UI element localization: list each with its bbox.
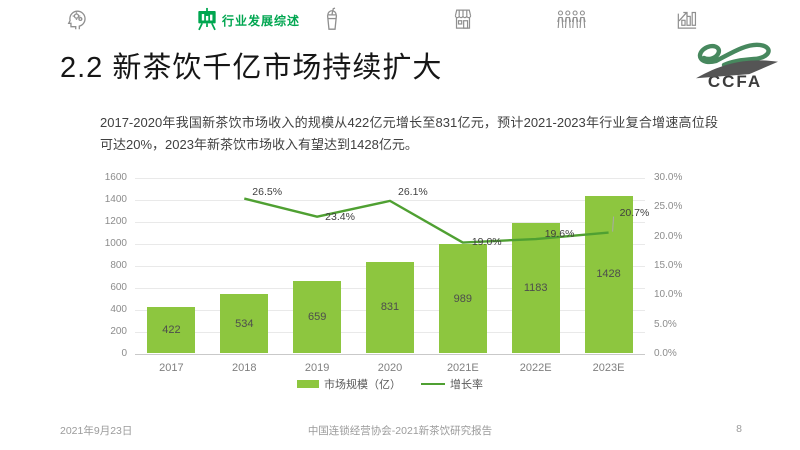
left-axis-tick: 1600 xyxy=(104,172,127,183)
nav-item-consumers[interactable] xyxy=(556,6,586,32)
footer-page-number: 8 xyxy=(736,423,742,435)
people-group-icon xyxy=(556,10,586,36)
storefront-icon xyxy=(450,9,476,36)
bar-2023E[interactable] xyxy=(584,195,633,353)
left-axis-tick: 600 xyxy=(110,282,127,293)
gridline xyxy=(135,222,645,223)
nav-item-industry-overview[interactable] xyxy=(194,6,220,32)
growth-chart-icon xyxy=(674,11,700,36)
right-axis-tick: 30.0% xyxy=(654,172,683,183)
x-axis-label: 2022E xyxy=(519,362,552,374)
right-axis-tick: 15.0% xyxy=(654,260,683,271)
bar-2020[interactable] xyxy=(366,261,414,353)
legend-item-growth-rate: 增长率 xyxy=(421,376,483,392)
growth-rate-label: 26.5% xyxy=(252,185,283,198)
nav-item-industry-overview-label[interactable]: 行业发展综述 xyxy=(222,14,301,28)
ccfa-logo-text: CCFA xyxy=(694,60,778,91)
legend-label: 增长率 xyxy=(450,379,483,391)
gridline xyxy=(135,244,645,245)
legend-bar-swatch xyxy=(297,380,319,388)
x-axis-label: 2018 xyxy=(232,362,257,374)
navbar: 行业发展综述 xyxy=(0,0,800,38)
bar-2017[interactable] xyxy=(147,306,196,353)
page-title: 2.2 新茶饮千亿市场持续扩大 xyxy=(60,52,443,84)
left-axis-tick: 200 xyxy=(110,326,127,337)
chart-legend: 市场规模（亿） 增长率 xyxy=(135,376,645,392)
growth-rate-label: 26.1% xyxy=(398,185,428,198)
right-axis-tick: 20.0% xyxy=(654,230,683,242)
drink-cup-icon xyxy=(319,7,345,36)
growth-rate-line xyxy=(243,197,615,244)
x-axis-label: 2020 xyxy=(377,362,403,374)
x-axis-label: 2023E xyxy=(592,362,625,374)
bar-value-label: 989 xyxy=(453,292,473,305)
legend-line-swatch xyxy=(421,382,445,386)
bar-value-label: 1428 xyxy=(596,268,621,281)
nav-item-mind[interactable] xyxy=(65,6,91,32)
right-axis-tick: 0.0% xyxy=(654,348,677,359)
logo-swoosh-icon xyxy=(696,60,778,79)
market-size-chart: 1600 1400 1200 1000 800 600 400 200 0 30.0% 25.0% 2… xyxy=(105,172,683,391)
footer: 2021年9月23日 中国连锁经营协会-2021新茶饮研究报告 8 xyxy=(0,423,800,443)
left-axis-tick: 1200 xyxy=(104,216,127,227)
nav-item-store[interactable] xyxy=(450,6,476,32)
bar-value-label: 534 xyxy=(235,317,254,330)
left-axis-tick: 1400 xyxy=(104,194,127,205)
ccfa-ribbon-icon xyxy=(694,33,776,73)
right-axis-tick: 5.0% xyxy=(654,318,677,330)
footer-source: 中国连锁经营协会-2021新茶饮研究报告 xyxy=(307,425,493,437)
bar-2018[interactable] xyxy=(220,294,269,353)
right-axis-tick: 25.0% xyxy=(654,201,683,213)
left-axis-tick: 1000 xyxy=(104,238,127,249)
legend-item-market-size: 市场规模（亿） xyxy=(297,376,401,392)
left-axis-tick: 400 xyxy=(110,304,127,315)
growth-rate-label: 20.7% xyxy=(619,206,650,219)
gridline xyxy=(135,178,645,179)
mind-gears-icon xyxy=(65,10,91,36)
bar-value-label: 422 xyxy=(162,323,181,336)
bar-2019[interactable] xyxy=(293,280,342,353)
legend-label: 市场规模（亿） xyxy=(324,379,401,391)
growth-rate-label: 19.0% xyxy=(471,235,502,248)
bar-2021E[interactable] xyxy=(438,244,487,353)
nav-item-drink[interactable] xyxy=(319,6,345,32)
x-axis-label: 2017 xyxy=(159,362,184,374)
left-axis-tick: 800 xyxy=(110,260,127,271)
right-axis-tick: 10.0% xyxy=(654,289,683,301)
growth-rate-label: 19.6% xyxy=(544,228,575,240)
presentation-board-icon xyxy=(194,7,220,36)
footer-date: 2021年9月23日 xyxy=(60,425,133,437)
x-axis-label: 2021E xyxy=(446,362,479,374)
bar-2022E[interactable] xyxy=(511,222,560,353)
x-axis-label: 2019 xyxy=(304,362,330,374)
intro-paragraph: 2017-2020年我国新茶饮市场收入的规模从422亿元增长至831亿元，预计2… xyxy=(100,115,718,152)
nav-item-trend[interactable] xyxy=(674,6,700,32)
x-axis-line xyxy=(135,354,645,355)
bar-value-label: 831 xyxy=(380,301,400,314)
bar-value-label: 1183 xyxy=(523,281,548,294)
left-axis-tick: 0 xyxy=(121,348,127,359)
growth-rate-label: 23.4% xyxy=(325,210,355,223)
ccfa-logo: CCFA xyxy=(694,33,778,95)
bar-value-label: 659 xyxy=(307,310,327,323)
